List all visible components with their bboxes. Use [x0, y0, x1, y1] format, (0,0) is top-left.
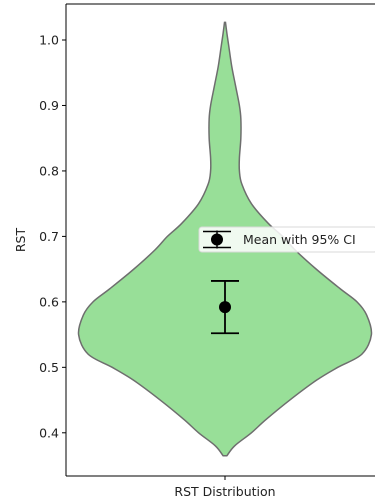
y-axis: 0.4 0.5 0.6 0.7 0.8 0.9 1.0 — [39, 4, 67, 476]
x-axis: RST Distribution — [66, 475, 375, 499]
y-axis-label: RST — [13, 228, 28, 253]
x-tick-label: RST Distribution — [174, 484, 275, 499]
error-bar — [211, 280, 239, 335]
y-tick-label: 0.7 — [39, 229, 59, 244]
legend: Mean with 95% CI — [198, 226, 375, 253]
legend-label: Mean with 95% CI — [243, 232, 356, 247]
y-tick-label: 0.8 — [39, 163, 59, 178]
legend-box — [198, 226, 375, 253]
mean-marker — [219, 301, 231, 314]
y-tick-label: 0.4 — [39, 425, 59, 440]
y-tick-label: 0.9 — [39, 98, 59, 113]
y-tick-label: 1.0 — [39, 33, 59, 48]
y-tick-label: 0.5 — [39, 360, 59, 375]
y-tick-label: 0.6 — [39, 294, 59, 309]
legend-mean-marker — [211, 233, 223, 246]
